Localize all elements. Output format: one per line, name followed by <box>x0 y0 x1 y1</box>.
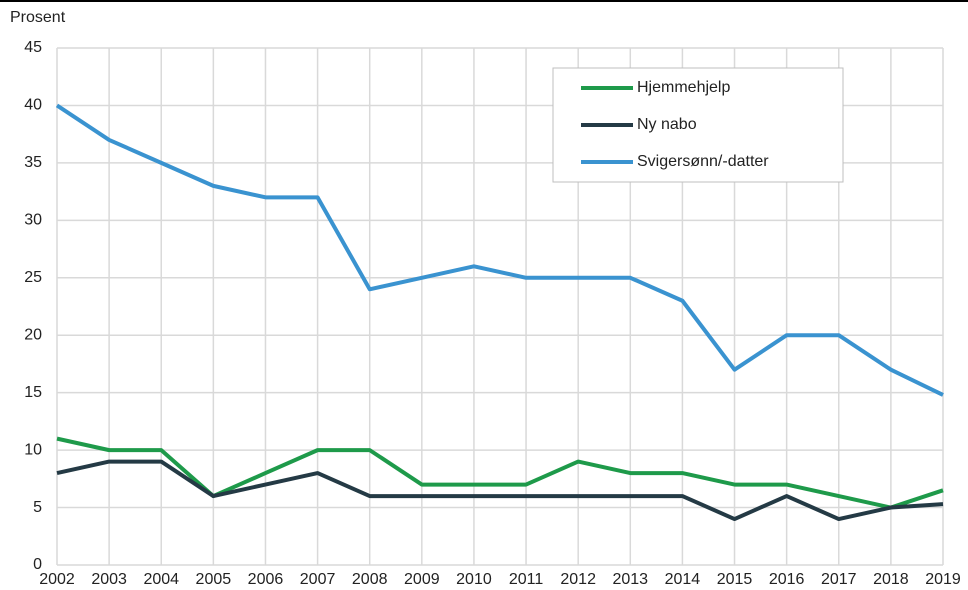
x-tick-label: 2017 <box>821 571 857 588</box>
x-tick-label: 2012 <box>560 571 596 588</box>
y-tick-label: 20 <box>24 326 42 343</box>
x-tick-label: 2008 <box>352 571 388 588</box>
legend-label: Hjemmehjelp <box>637 79 730 96</box>
y-tick-label: 0 <box>33 556 42 573</box>
x-tick-label: 2005 <box>196 571 232 588</box>
x-tick-label: 2011 <box>509 571 544 588</box>
x-tick-label: 2016 <box>769 571 805 588</box>
y-tick-label: 10 <box>24 441 42 458</box>
x-tick-label: 2002 <box>39 571 75 588</box>
line-series <box>56 459 944 522</box>
x-tick-label: 2010 <box>456 571 492 588</box>
y-tick-label: 25 <box>24 269 42 286</box>
x-tick-label: 2015 <box>717 571 753 588</box>
legend-label: Svigersønn/-datter <box>637 153 769 170</box>
x-tick-label: 2004 <box>143 571 179 588</box>
y-axis-label: Prosent <box>10 9 66 26</box>
y-tick-label: 35 <box>24 154 42 171</box>
line-series <box>55 103 944 397</box>
x-tick-label: 2018 <box>873 571 909 588</box>
y-tick-label: 40 <box>24 97 42 114</box>
y-tick-label: 5 <box>33 499 42 516</box>
x-tick-label: 2013 <box>612 571 648 588</box>
y-tick-label: 45 <box>24 39 42 56</box>
y-tick-label: 15 <box>24 384 42 401</box>
x-tick-label: 2009 <box>404 571 440 588</box>
legend-label: Ny nabo <box>637 116 697 133</box>
x-tick-label: 2014 <box>665 571 701 588</box>
x-tick-label: 2019 <box>925 571 961 588</box>
y-tick-label: 30 <box>24 212 42 229</box>
x-tick-label: 2003 <box>91 571 127 588</box>
x-tick-label: 2007 <box>300 571 336 588</box>
x-tick-label: 2006 <box>248 571 284 588</box>
